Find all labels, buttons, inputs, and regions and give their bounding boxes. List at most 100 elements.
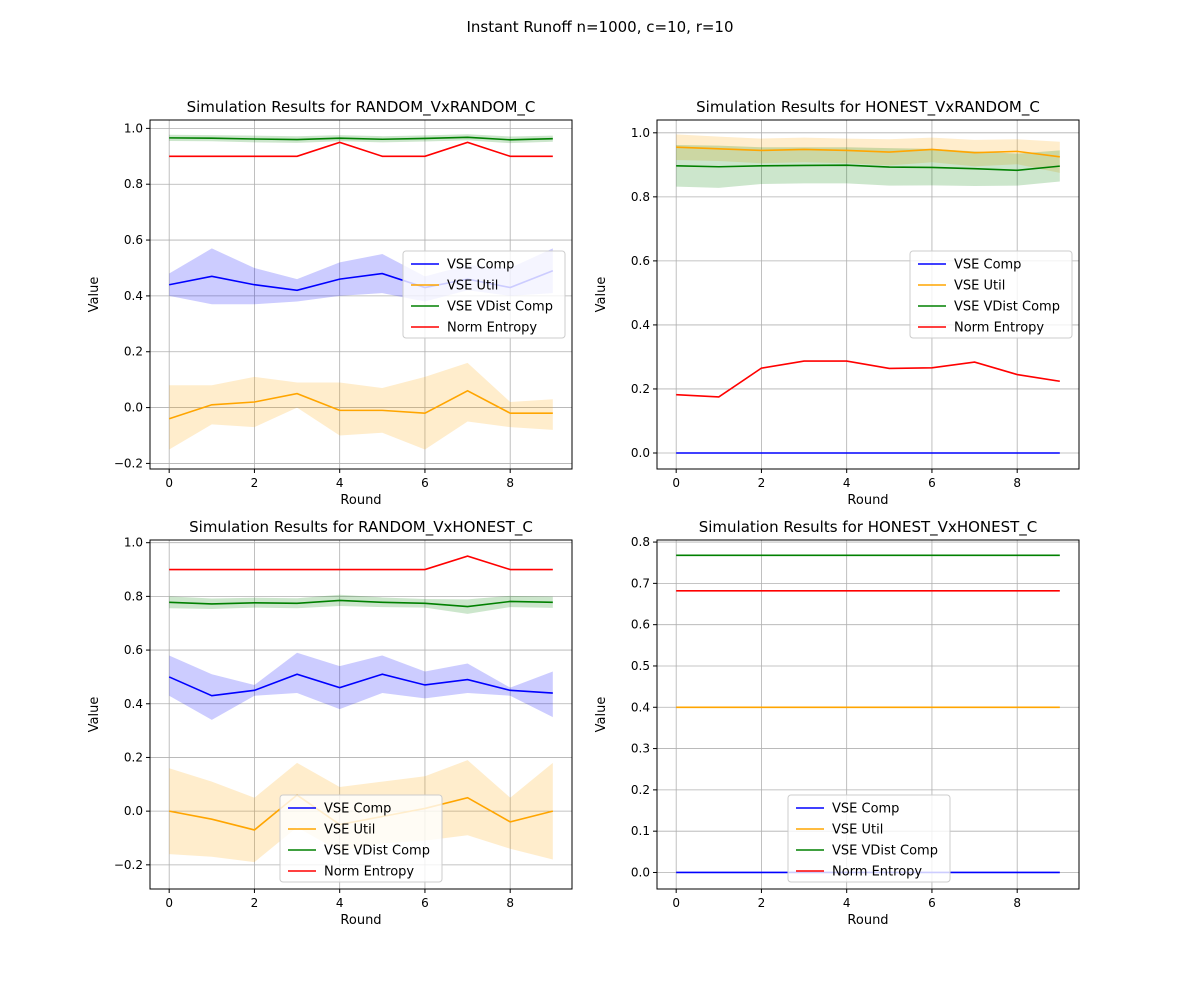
subplots: 0 2 4 6 8 −0.2 0.0 0.2 0.4 0.6 0.8 1.0 Simulation Re… <box>87 98 1080 928</box>
subplot-1: 0 2 4 6 8 −0.2 0.0 0.2 0.4 0.6 0.8 1.0 Simulation Re… <box>87 98 573 508</box>
y-tick-label: 0.8 <box>124 177 143 191</box>
series-line-util <box>676 146 1060 158</box>
y-tick-label: 0.1 <box>631 824 650 838</box>
y-tick-label: 0.8 <box>631 535 650 549</box>
x-axis-label: Round <box>847 493 888 508</box>
legend-label-util: VSE Util <box>832 823 883 838</box>
figure-suptitle: Instant Runoff n=1000, c=10, r=10 <box>466 18 733 36</box>
y-tick-label: 0.0 <box>124 401 143 415</box>
y-tick-label: 0.0 <box>631 865 650 879</box>
x-axis-label: Round <box>847 913 888 928</box>
x-tick-label: 8 <box>506 476 514 490</box>
x-tick-label: 6 <box>421 476 429 490</box>
y-tick-label: 0.5 <box>631 659 650 673</box>
legend-label-vdist: VSE VDist Comp <box>324 844 430 859</box>
x-tick-label: 2 <box>251 476 259 490</box>
legend-label-util: VSE Util <box>447 279 498 294</box>
axes-frame <box>656 539 1080 890</box>
legend-label-entropy: Norm Entropy <box>324 865 414 880</box>
axes-frame <box>656 119 1080 470</box>
y-axis-label: Value <box>594 697 609 733</box>
legend-label-entropy: Norm Entropy <box>832 865 922 880</box>
x-tick-label: 2 <box>758 896 766 910</box>
y-tick-label: 0.6 <box>124 643 143 657</box>
subplot-title: Simulation Results for HONEST_VxHONEST_C <box>699 518 1038 537</box>
legend-label-comp: VSE Comp <box>832 802 899 817</box>
y-tick-label: 0.6 <box>631 618 650 632</box>
series-line-entropy <box>676 360 1060 398</box>
legend-label-util: VSE Util <box>324 823 375 838</box>
x-tick-label: 0 <box>672 896 680 910</box>
y-tick-label: 0.4 <box>124 697 143 711</box>
y-tick-label: 0.2 <box>124 345 143 359</box>
legend-label-comp: VSE Comp <box>324 802 391 817</box>
y-tick-label: 0.0 <box>124 804 143 818</box>
series-line-vdist <box>676 164 1060 172</box>
subplot-title: Simulation Results for RANDOM_VxHONEST_C <box>189 518 533 537</box>
legend-label-vdist: VSE VDist Comp <box>832 844 938 859</box>
x-tick-label: 0 <box>672 476 680 490</box>
y-tick-label: 0.4 <box>631 700 650 714</box>
y-axis-label: Value <box>87 697 102 733</box>
legend: VSE Comp VSE Util VSE VDist Comp Norm Entro… <box>787 794 951 883</box>
legend-label-vdist: VSE VDist Comp <box>954 300 1060 315</box>
band-comp <box>169 652 553 720</box>
y-axis-label: Value <box>594 277 609 313</box>
x-tick-label: 4 <box>336 896 344 910</box>
y-tick-label: 1.0 <box>631 126 650 140</box>
y-tick-label: −0.2 <box>114 858 143 872</box>
x-tick-label: 6 <box>928 896 936 910</box>
subplot-4: 0 2 4 6 8 0.0 0.1 0.2 0.3 0.4 0.5 0.6 0.7 0.8 Simulati… <box>594 518 1080 928</box>
x-tick-label: 8 <box>1013 476 1021 490</box>
x-tick-label: 4 <box>843 476 851 490</box>
legend-label-entropy: Norm Entropy <box>447 321 537 336</box>
y-tick-label: 0.6 <box>631 254 650 268</box>
x-tick-label: 0 <box>165 476 173 490</box>
series-line-entropy <box>169 555 553 571</box>
y-tick-label: 0.6 <box>124 233 143 247</box>
legend-box <box>279 794 443 883</box>
y-tick-label: 0.2 <box>124 750 143 764</box>
legend-label-util: VSE Util <box>954 279 1005 294</box>
y-tick-label: 0.2 <box>631 382 650 396</box>
band-util <box>676 134 1060 173</box>
subplot-title: Simulation Results for RANDOM_VxRANDOM_C <box>187 98 536 117</box>
legend-box <box>402 250 566 339</box>
axes-frame <box>149 539 573 890</box>
series-line-entropy <box>169 141 553 158</box>
x-tick-label: 2 <box>251 896 259 910</box>
y-tick-label: 0.4 <box>631 318 650 332</box>
band-vdist <box>169 594 553 614</box>
series-line-util <box>168 389 553 420</box>
axes-frame <box>149 119 573 470</box>
y-tick-label: 0.7 <box>631 576 650 590</box>
x-tick-label: 6 <box>928 476 936 490</box>
band-util <box>169 362 553 450</box>
y-axis-label: Value <box>87 277 102 313</box>
legend-label-comp: VSE Comp <box>954 258 1021 273</box>
x-tick-label: 4 <box>336 476 344 490</box>
x-tick-label: 4 <box>843 896 851 910</box>
subplot-3: 0 2 4 6 8 −0.2 0.0 0.2 0.4 0.6 0.8 1.0 Simulation Re… <box>87 518 573 928</box>
y-tick-label: 0.4 <box>124 289 143 303</box>
y-tick-label: 1.0 <box>124 536 143 550</box>
legend-box <box>909 250 1073 339</box>
x-tick-label: 8 <box>1013 896 1021 910</box>
y-tick-label: 0.2 <box>631 783 650 797</box>
series-line-comp <box>168 673 553 697</box>
x-tick-label: 0 <box>165 896 173 910</box>
legend-label-vdist: VSE VDist Comp <box>447 300 553 315</box>
series-line-vdist <box>169 599 553 608</box>
legend-label-comp: VSE Comp <box>447 258 514 273</box>
legend-box <box>787 794 951 883</box>
y-tick-label: 1.0 <box>124 121 143 135</box>
x-tick-label: 2 <box>758 476 766 490</box>
subplot-title: Simulation Results for HONEST_VxRANDOM_C <box>696 98 1040 117</box>
y-tick-label: −0.2 <box>114 456 143 470</box>
x-axis-label: Round <box>340 913 381 928</box>
subplot-2: 0 2 4 6 8 0.0 0.2 0.4 0.6 0.8 1.0 Simulation Result… <box>594 98 1080 508</box>
x-axis-label: Round <box>340 493 381 508</box>
legend-label-entropy: Norm Entropy <box>954 321 1044 336</box>
y-tick-label: 0.8 <box>124 589 143 603</box>
